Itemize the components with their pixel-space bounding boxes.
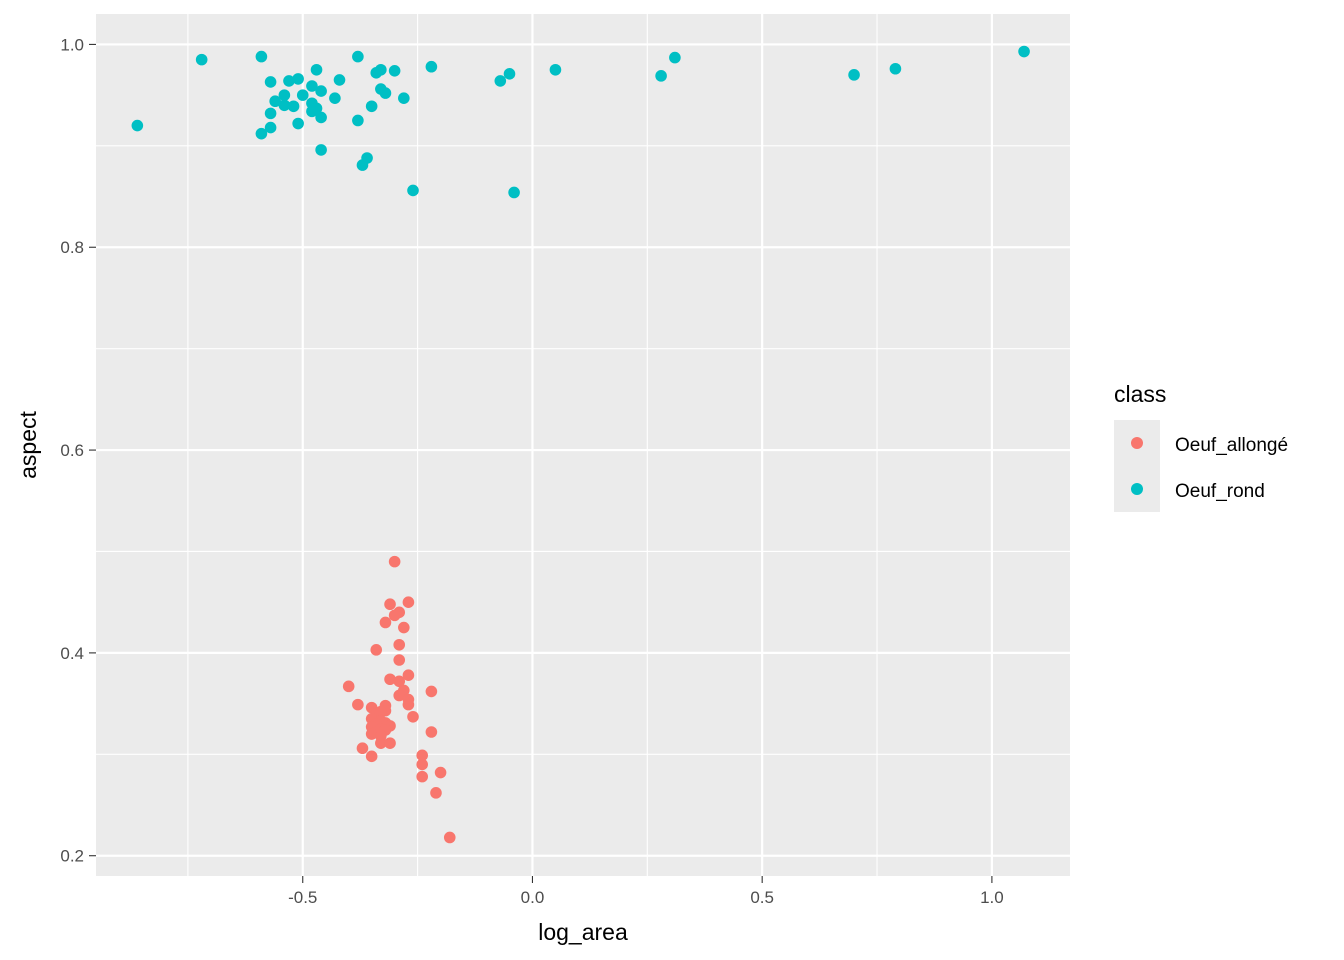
- y-tick-label: 0.6: [60, 441, 84, 460]
- point-oeuf-allonge: [402, 669, 415, 682]
- point-oeuf-allonge: [434, 766, 447, 779]
- point-oeuf-allonge: [384, 673, 396, 686]
- point-oeuf-allonge: [393, 675, 406, 688]
- point-oeuf-rond: [315, 111, 327, 124]
- point-oeuf-allonge: [393, 638, 406, 651]
- point-oeuf-rond: [255, 50, 268, 63]
- point-oeuf-rond: [310, 63, 323, 76]
- point-oeuf-rond: [292, 117, 304, 130]
- point-oeuf-allonge: [430, 787, 442, 799]
- point-oeuf-rond: [306, 80, 318, 92]
- point-oeuf-rond: [669, 51, 681, 64]
- point-oeuf-allonge: [365, 728, 378, 740]
- point-oeuf-rond: [131, 119, 144, 132]
- point-oeuf-rond: [296, 89, 309, 101]
- point-oeuf-rond: [195, 53, 208, 66]
- point-oeuf-rond: [283, 75, 295, 87]
- point-oeuf-allonge: [425, 726, 438, 738]
- point-oeuf-rond: [549, 63, 562, 76]
- point-oeuf-allonge: [393, 689, 406, 702]
- point-oeuf-rond: [333, 74, 346, 86]
- x-tick-label: 1.0: [980, 888, 1004, 907]
- point-oeuf-rond: [388, 64, 401, 77]
- legend-label-oeuf-rond: Oeuf_rond: [1175, 481, 1265, 502]
- point-oeuf-rond: [365, 100, 378, 113]
- y-axis-title: aspect: [15, 411, 41, 479]
- point-oeuf-rond: [494, 75, 507, 87]
- point-oeuf-allonge: [416, 758, 428, 771]
- point-oeuf-allonge: [365, 750, 378, 763]
- data-points: [131, 45, 1030, 844]
- point-oeuf-allonge: [402, 698, 415, 711]
- point-oeuf-allonge: [416, 749, 428, 762]
- x-tick-label: -0.5: [288, 888, 317, 907]
- point-oeuf-allonge: [388, 555, 401, 568]
- point-oeuf-rond: [269, 95, 281, 108]
- x-tick-label: 0.5: [750, 888, 774, 907]
- point-oeuf-allonge: [398, 621, 410, 634]
- point-oeuf-allonge: [379, 616, 392, 629]
- point-oeuf-allonge: [416, 770, 428, 783]
- point-oeuf-allonge: [407, 710, 419, 723]
- point-oeuf-allonge: [393, 654, 406, 666]
- point-oeuf-rond: [352, 114, 364, 127]
- point-oeuf-allonge: [352, 698, 364, 711]
- x-axis-ticks: -0.5 0.0 0.5 1.0: [288, 876, 1004, 907]
- point-oeuf-allonge: [342, 680, 355, 693]
- y-tick-label: 0.4: [60, 644, 84, 663]
- minor-gridlines: [96, 14, 1070, 876]
- point-oeuf-rond: [356, 159, 369, 171]
- point-oeuf-rond: [315, 85, 327, 97]
- point-oeuf-rond: [398, 92, 410, 104]
- point-oeuf-rond: [1018, 45, 1030, 58]
- point-oeuf-rond: [278, 89, 291, 101]
- legend-label-oeuf-allonge: Oeuf_allongé: [1175, 435, 1288, 456]
- point-oeuf-rond: [329, 92, 341, 104]
- point-oeuf-rond: [292, 73, 304, 85]
- point-oeuf-rond: [425, 60, 438, 73]
- point-oeuf-rond: [352, 50, 364, 63]
- point-oeuf-rond: [315, 144, 327, 156]
- point-oeuf-rond: [655, 70, 667, 82]
- point-oeuf-allonge: [443, 831, 456, 844]
- point-oeuf-rond: [379, 87, 392, 99]
- legend-key-oeuf-rond: [1131, 483, 1143, 495]
- y-tick-label: 0.8: [60, 238, 84, 257]
- point-oeuf-allonge: [370, 644, 383, 656]
- point-oeuf-allonge: [425, 685, 438, 698]
- point-oeuf-rond: [306, 105, 318, 118]
- point-oeuf-rond: [503, 68, 516, 80]
- point-oeuf-rond: [255, 127, 268, 140]
- point-oeuf-rond: [278, 99, 291, 112]
- major-gridlines: [96, 14, 1070, 876]
- point-oeuf-allonge: [384, 737, 396, 749]
- legend-title: class: [1114, 381, 1166, 407]
- legend: class Oeuf_allongé Oeuf_rond: [1114, 381, 1288, 512]
- point-oeuf-allonge: [384, 598, 396, 611]
- point-oeuf-rond: [264, 121, 277, 134]
- point-oeuf-rond: [370, 67, 383, 79]
- legend-key-oeuf-allonge: [1131, 437, 1143, 449]
- point-oeuf-allonge: [375, 737, 387, 749]
- y-tick-label: 0.2: [60, 847, 84, 866]
- point-oeuf-rond: [407, 184, 419, 197]
- panel-background: [96, 14, 1070, 876]
- legend-key-background: [1114, 420, 1160, 512]
- point-oeuf-rond: [264, 76, 277, 88]
- y-tick-label: 1.0: [60, 35, 84, 54]
- point-oeuf-rond: [264, 107, 277, 120]
- point-oeuf-rond: [508, 186, 520, 199]
- y-axis-ticks: 0.2 0.4 0.6 0.8 1.0: [60, 35, 96, 866]
- point-oeuf-rond: [848, 69, 860, 81]
- x-tick-label: 0.0: [521, 888, 545, 907]
- point-oeuf-allonge: [356, 742, 369, 755]
- x-axis-title: log_area: [538, 919, 628, 945]
- point-oeuf-rond: [889, 62, 902, 75]
- point-oeuf-allonge: [402, 596, 415, 608]
- point-oeuf-allonge: [388, 609, 401, 622]
- point-oeuf-rond: [287, 100, 300, 113]
